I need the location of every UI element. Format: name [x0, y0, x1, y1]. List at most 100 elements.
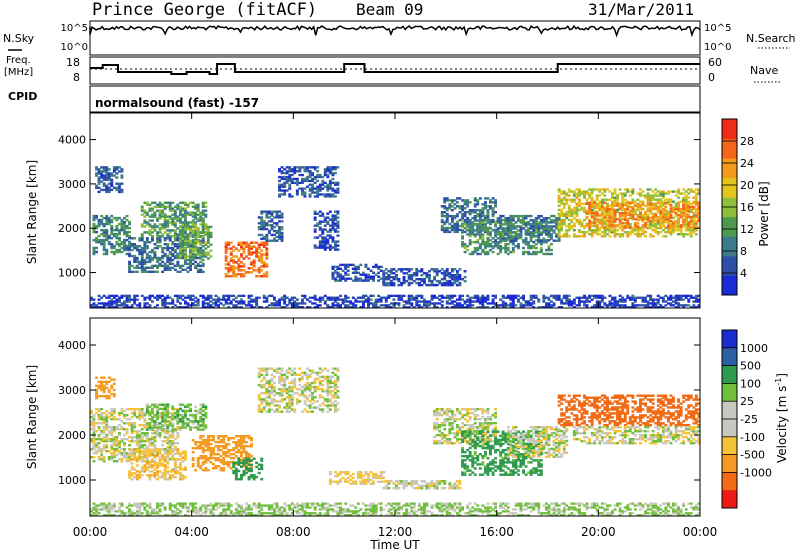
heatmap-cell [326, 306, 330, 309]
heatmap-cell [623, 213, 627, 217]
heatmap-cell [107, 176, 111, 179]
heatmap-cell [613, 204, 617, 207]
heatmap-cell [501, 233, 505, 236]
heatmap-cell [163, 254, 167, 258]
heatmap-cell [450, 294, 454, 297]
heatmap-cell [661, 207, 665, 211]
heatmap-cell [163, 201, 167, 204]
heatmap-cell [679, 226, 683, 229]
heatmap-cell [168, 231, 172, 234]
heatmap-cell [672, 229, 675, 232]
heatmap-cell [118, 184, 121, 187]
heatmap-cell [171, 213, 175, 216]
heatmap-cell [265, 251, 269, 254]
heatmap-cell [410, 304, 414, 307]
heatmap-cell [257, 226, 261, 229]
heatmap-cell [359, 279, 363, 282]
heatmap-cell [303, 170, 307, 173]
velocity-heatmap [90, 367, 701, 517]
heatmap-cell [430, 283, 434, 287]
heatmap-cell [534, 219, 538, 222]
heatmap-cell [118, 424, 121, 427]
heatmap-cell [166, 246, 170, 250]
heatmap-cell [156, 217, 159, 220]
heatmap-cell [481, 237, 485, 240]
heatmap-cell [356, 296, 360, 299]
heatmap-cell [184, 260, 187, 264]
heatmap-cell [351, 296, 355, 299]
heatmap-cell [461, 209, 464, 212]
heatmap-cell [631, 231, 635, 234]
heatmap-cell [600, 231, 604, 234]
heatmap-cell [120, 170, 124, 173]
heatmap-cell [677, 233, 680, 236]
heatmap-cell [473, 219, 477, 222]
heatmap-cell [443, 228, 447, 232]
heatmap-cell [148, 444, 152, 447]
heatmap-cell [438, 279, 442, 283]
heatmap-cell [397, 298, 401, 301]
heatmap-cell [181, 227, 185, 231]
heatmap-cell [196, 262, 200, 266]
heatmap-cell [328, 195, 332, 198]
heatmap-cell [529, 296, 533, 299]
heatmap-cell [486, 243, 490, 246]
heatmap-cell [641, 203, 645, 207]
heatmap-cell [151, 442, 154, 445]
heatmap-cell [163, 296, 167, 299]
heatmap-cell [453, 279, 457, 283]
heatmap-cell [181, 247, 185, 250]
heatmap-cell [189, 233, 192, 236]
heatmap-cell [450, 216, 454, 220]
heatmap-cell [453, 276, 457, 279]
heatmap-cell [491, 218, 495, 222]
heatmap-cell [123, 216, 126, 220]
heatmap-cell [110, 444, 114, 447]
heatmap-cell [567, 210, 571, 214]
heatmap-cell [578, 231, 581, 234]
heatmap-cell [110, 458, 114, 461]
heatmap-cell [199, 294, 203, 297]
heatmap-cell [110, 174, 114, 177]
heatmap-cell [326, 242, 330, 245]
heatmap-cell [392, 278, 396, 281]
heatmap-cell [621, 233, 625, 236]
heatmap-cell [280, 172, 284, 175]
heatmap-cell [328, 193, 332, 196]
heatmap-cell [443, 274, 447, 277]
heatmap-cell [466, 211, 470, 214]
heatmap-cell [600, 202, 604, 205]
heatmap-cell [636, 222, 640, 225]
heatmap-cell [656, 209, 660, 213]
heatmap-cell [463, 218, 467, 222]
heatmap-cell [478, 229, 482, 232]
heatmap-cell [118, 222, 121, 226]
heatmap-cell [351, 267, 355, 270]
heatmap-cell [148, 260, 152, 264]
heatmap-cell [102, 384, 106, 388]
heatmap-cell [105, 416, 109, 419]
heatmap-cell [590, 211, 594, 215]
heatmap-cell [196, 229, 200, 233]
heatmap-cell [443, 222, 447, 226]
heatmap-cell [481, 243, 485, 246]
heatmap-cell [616, 300, 619, 303]
heatmap-cell [489, 243, 492, 246]
heatmap-cell [674, 302, 678, 305]
heatmap-cell [692, 214, 696, 218]
heatmap-cell [694, 224, 698, 228]
heatmap-cell [166, 235, 170, 238]
heatmap-cell [278, 233, 281, 237]
heatmap-cell [534, 250, 538, 254]
heatmap-cell [402, 276, 406, 279]
heatmap-cell [344, 298, 348, 301]
heatmap-cell [323, 185, 327, 188]
heatmap-cell [201, 201, 205, 204]
heatmap-cell [176, 256, 180, 260]
heatmap-cell [176, 245, 180, 248]
heatmap-cell [461, 235, 464, 238]
heatmap-cell [247, 300, 251, 303]
heatmap-cell [112, 246, 116, 250]
heatmap-cell [97, 410, 101, 413]
